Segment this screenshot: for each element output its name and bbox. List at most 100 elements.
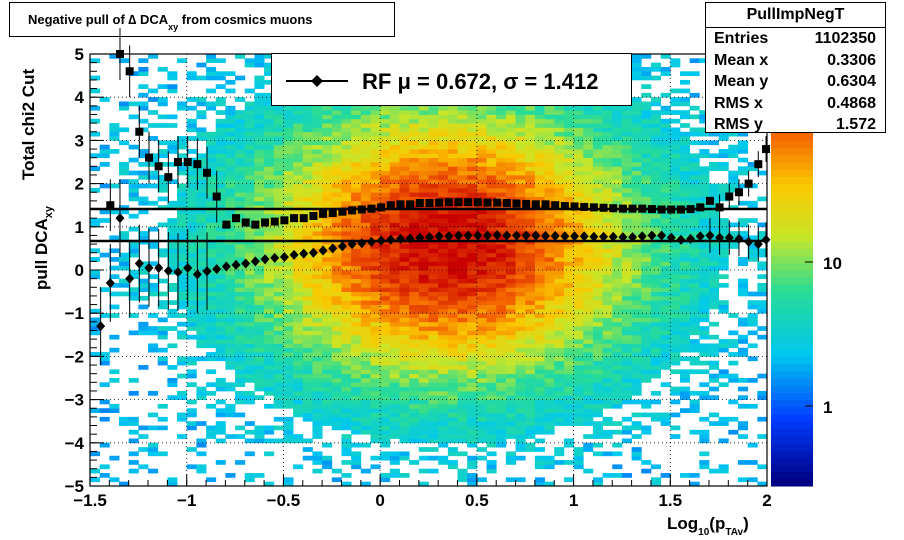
heatmap-cell (505, 248, 516, 254)
heatmap-cell (196, 295, 207, 301)
heatmap-cell (322, 105, 333, 111)
heatmap-cell (254, 382, 265, 388)
heatmap-cell (621, 209, 632, 215)
heatmap-cell (544, 265, 555, 271)
heatmap-cell (544, 187, 555, 193)
heatmap-cell (109, 477, 120, 483)
heatmap-cell (293, 162, 304, 167)
heatmap-cell (389, 196, 400, 202)
heatmap-cell (109, 369, 120, 375)
heatmap-cell (438, 287, 449, 292)
heatmap-cell (612, 295, 623, 301)
heatmap-cell (90, 218, 101, 223)
heatmap-cell (138, 304, 149, 310)
heatmap-cell (235, 460, 246, 465)
heatmap-cell (631, 270, 642, 275)
heatmap-cell (554, 369, 565, 375)
heatmap-cell (525, 162, 536, 167)
heatmap-cell (525, 347, 536, 353)
heatmap-cell (457, 477, 468, 483)
heatmap-cell (612, 399, 623, 405)
heatmap-cell (699, 226, 710, 232)
heatmap-cell (438, 174, 449, 180)
heatmap-cell (476, 244, 487, 249)
heatmap-cell (138, 295, 149, 301)
heatmap-cell (128, 274, 139, 280)
heatmap-cell (592, 235, 603, 241)
heatmap-cell (631, 252, 642, 258)
heatmap-cell (486, 244, 497, 249)
heatmap-cell (186, 282, 197, 288)
heatmap-cell (273, 183, 284, 189)
heatmap-cell (612, 196, 623, 202)
heatmap-cell (534, 213, 545, 219)
heatmap-cell (148, 425, 159, 431)
heatmap-cell (505, 144, 516, 150)
heatmap-cell (670, 390, 681, 396)
heatmap-cell (244, 378, 255, 383)
heatmap-cell (128, 330, 139, 336)
heatmap-cell (583, 196, 594, 202)
heatmap-cell (370, 149, 381, 154)
heatmap-cell (215, 71, 226, 76)
heatmap-cell (206, 88, 217, 94)
heatmap-cell (660, 226, 671, 232)
heatmap-cell (389, 356, 400, 362)
heatmap-cell (457, 378, 468, 383)
heatmap-cell (467, 287, 478, 292)
heatmap-cell (554, 257, 565, 262)
heatmap-cell (496, 149, 507, 154)
heatmap-cell (293, 265, 304, 271)
heatmap-cell (206, 54, 217, 59)
heatmap-cell (457, 213, 468, 219)
heatmap-cell (206, 317, 217, 323)
heatmap-cell (148, 287, 159, 292)
heatmap-cell (670, 360, 681, 366)
heatmap-cell (486, 295, 497, 301)
heatmap-cell (650, 110, 662, 115)
heatmap-cell (370, 235, 381, 241)
heatmap-cell (467, 442, 478, 448)
heatmap-cell (302, 278, 313, 284)
heatmap-cell (322, 179, 333, 184)
heatmap-cell (264, 365, 275, 370)
heatmap-cell (650, 196, 662, 202)
heatmap-cell (312, 330, 323, 336)
heatmap-cell (302, 140, 313, 146)
heatmap-cell (283, 244, 294, 249)
heatmap-cell (650, 162, 662, 167)
heatmap-cell (293, 244, 304, 249)
heatmap-cell (583, 339, 594, 344)
heatmap-cell (583, 278, 594, 284)
heatmap-cell (215, 261, 226, 267)
heatmap-cell (641, 300, 652, 305)
heatmap-cell (534, 222, 545, 228)
heatmap-cell (534, 118, 545, 124)
heatmap-cell (264, 97, 275, 102)
heatmap-cell (525, 282, 536, 288)
heatmap-cell (534, 218, 545, 223)
heatmap-cell (273, 149, 284, 154)
heatmap-cell (264, 105, 275, 111)
heatmap-cell (621, 213, 632, 219)
heatmap-cell (505, 179, 516, 184)
heatmap-cell (621, 226, 632, 232)
heatmap-cell (544, 231, 555, 236)
heatmap-cell (380, 330, 391, 336)
heatmap-cell (244, 200, 255, 206)
heatmap-cell (525, 334, 536, 340)
heatmap-cell (650, 300, 662, 305)
heatmap-cell (612, 140, 623, 146)
heatmap-cell (467, 114, 478, 120)
heatmap-cell (341, 287, 352, 292)
heatmap-cell (447, 278, 458, 284)
heatmap-cell (293, 339, 304, 344)
heatmap-cell (641, 365, 652, 370)
heatmap-cell (244, 127, 255, 133)
heatmap-cell (283, 274, 294, 280)
heatmap-cell (409, 205, 420, 210)
heatmap-cell (283, 226, 294, 232)
heatmap-cell (592, 321, 603, 327)
heatmap-cell (476, 408, 487, 413)
heatmap-cell (409, 317, 420, 323)
